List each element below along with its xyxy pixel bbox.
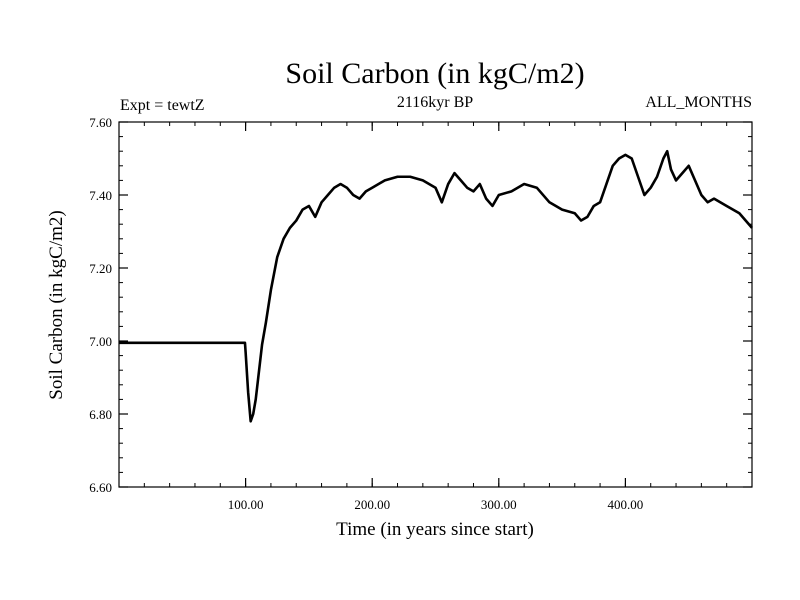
period-label: 2116kyr BP — [397, 94, 473, 111]
x-axis-ticks: 100.00 200.00 300.00 400.00 — [143, 122, 728, 512]
y-tick-label: 7.60 — [89, 115, 112, 130]
plot-frame — [118, 121, 753, 488]
months-label: ALL_MONTHS — [645, 94, 752, 111]
x-axis-label: Time (in years since start) — [336, 519, 534, 540]
y-axis-ticks: 6.60 6.80 7.00 7.20 7.40 7.60 — [89, 115, 752, 495]
x-tick-label: 300.00 — [481, 497, 517, 512]
y-tick-label: 6.60 — [89, 480, 112, 495]
y-tick-label: 7.00 — [89, 334, 112, 349]
series-line — [119, 149, 753, 423]
x-tick-label: 100.00 — [228, 497, 264, 512]
y-tick-label: 6.80 — [89, 407, 112, 422]
y-axis-label: Soil Carbon (in kgC/m2) — [46, 210, 67, 399]
chart-title: Soil Carbon (in kgC/m2) — [285, 57, 584, 90]
experiment-label: Expt = tewtZ — [120, 97, 205, 114]
y-tick-label: 7.20 — [89, 261, 112, 276]
y-tick-label: 7.40 — [89, 188, 112, 203]
x-tick-label: 200.00 — [354, 497, 390, 512]
x-tick-label: 400.00 — [608, 497, 644, 512]
